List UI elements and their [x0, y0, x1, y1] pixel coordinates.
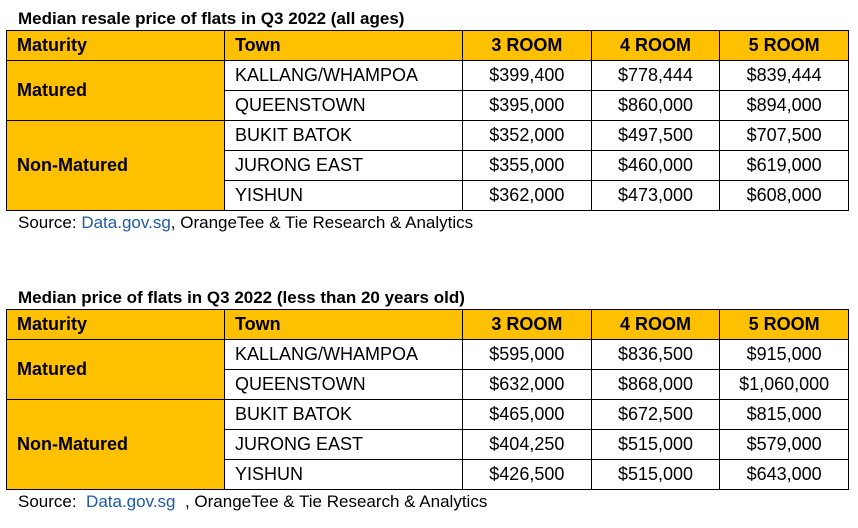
source-link[interactable]: Data.gov.sg [81, 213, 171, 232]
price-5-room: $839,444 [719, 60, 849, 91]
source-suffix: , OrangeTee & Tie Research & Analytics [175, 492, 488, 511]
source-note: Source: Data.gov.sg , OrangeTee & Tie Re… [6, 490, 849, 514]
group-label: Matured [6, 60, 225, 121]
header-town: Town [224, 30, 463, 61]
price-5-room: $815,000 [719, 399, 849, 430]
price-5-room: $619,000 [719, 150, 849, 181]
table-title: Median resale price of flats in Q3 2022 … [18, 9, 405, 28]
table-row: Non-Matured BUKIT BATOK $352,000 $497,50… [6, 120, 849, 211]
price-5-room: $608,000 [719, 180, 849, 211]
town-cell: JURONG EAST [224, 429, 463, 460]
price-3-room: $632,000 [462, 369, 592, 400]
town-cell: JURONG EAST [224, 150, 463, 181]
price-4-room: $672,500 [590, 399, 721, 430]
price-4-room: $497,500 [590, 120, 721, 151]
price-5-room: $579,000 [719, 429, 849, 460]
table-row: YISHUN $426,500 $515,000 $643,000 [7, 459, 849, 490]
table-title: Median price of flats in Q3 2022 (less t… [18, 288, 465, 307]
price-3-room: $426,500 [462, 459, 592, 490]
price-3-room: $465,000 [462, 399, 592, 430]
town-cell: QUEENSTOWN [224, 369, 463, 400]
source-link[interactable]: Data.gov.sg [86, 492, 176, 511]
table-row: Matured KALLANG/WHAMPOA $595,000 $836,50… [6, 339, 849, 400]
table-row: Non-Matured BUKIT BATOK $465,000 $672,50… [6, 399, 849, 490]
table-row: QUEENSTOWN $632,000 $868,000 $1,060,000 [7, 369, 849, 400]
header-maturity: Maturity [6, 30, 225, 61]
price-4-room: $515,000 [590, 429, 721, 460]
source-note: Source: Data.gov.sg, OrangeTee & Tie Res… [6, 211, 849, 235]
price-3-room: $355,000 [462, 150, 592, 181]
price-3-room: $404,250 [462, 429, 592, 460]
table-row: YISHUN $362,000 $473,000 $608,000 [7, 180, 849, 211]
price-4-room: $868,000 [590, 369, 721, 400]
table-block-all-ages: Median resale price of flats in Q3 2022 … [6, 8, 849, 235]
town-cell: BUKIT BATOK [224, 120, 463, 151]
source-prefix: Source: [18, 492, 87, 511]
price-table: Maturity Town 3 ROOM 4 ROOM 5 ROOM Matur… [6, 309, 849, 490]
price-5-room: $894,000 [719, 90, 849, 121]
town-cell: YISHUN [224, 459, 463, 490]
header-4-room: 4 ROOM [590, 309, 721, 340]
group-label: Matured [6, 339, 225, 400]
town-cell: KALLANG/WHAMPOA [224, 339, 463, 370]
price-5-room: $643,000 [719, 459, 849, 490]
table-row: QUEENSTOWN $395,000 $860,000 $894,000 [7, 90, 849, 121]
town-cell: QUEENSTOWN [224, 90, 463, 121]
price-4-room: $860,000 [590, 90, 721, 121]
group-label: Non-Matured [6, 399, 225, 490]
header-row: Maturity Town 3 ROOM 4 ROOM 5 ROOM [6, 30, 849, 61]
header-3-room: 3 ROOM [462, 30, 592, 61]
table-block-under-20-years: Median price of flats in Q3 2022 (less t… [6, 287, 849, 514]
price-4-room: $460,000 [590, 150, 721, 181]
price-4-room: $473,000 [590, 180, 721, 211]
price-4-room: $836,500 [590, 339, 721, 370]
table-row: JURONG EAST $404,250 $515,000 $579,000 [7, 429, 849, 460]
price-5-room: $915,000 [719, 339, 849, 370]
price-5-room: $1,060,000 [719, 369, 849, 400]
price-3-room: $399,400 [462, 60, 592, 91]
price-3-room: $362,000 [462, 180, 592, 211]
source-suffix: , OrangeTee & Tie Research & Analytics [170, 213, 474, 232]
price-4-room: $515,000 [590, 459, 721, 490]
header-5-room: 5 ROOM [719, 30, 849, 61]
price-5-room: $707,500 [719, 120, 849, 151]
header-3-room: 3 ROOM [462, 309, 592, 340]
header-town: Town [224, 309, 463, 340]
town-cell: BUKIT BATOK [224, 399, 463, 430]
price-3-room: $352,000 [462, 120, 592, 151]
table-row: Matured KALLANG/WHAMPOA $399,400 $778,44… [6, 60, 849, 121]
town-cell: YISHUN [224, 180, 463, 211]
price-3-room: $595,000 [462, 339, 592, 370]
group-label: Non-Matured [6, 120, 225, 211]
header-5-room: 5 ROOM [719, 309, 849, 340]
header-maturity: Maturity [6, 309, 225, 340]
header-4-room: 4 ROOM [590, 30, 721, 61]
source-prefix: Source: [18, 213, 82, 232]
price-4-room: $778,444 [590, 60, 721, 91]
price-3-room: $395,000 [462, 90, 592, 121]
town-cell: KALLANG/WHAMPOA [224, 60, 463, 91]
table-row: JURONG EAST $355,000 $460,000 $619,000 [7, 150, 849, 181]
header-row: Maturity Town 3 ROOM 4 ROOM 5 ROOM [6, 309, 849, 340]
price-table: Maturity Town 3 ROOM 4 ROOM 5 ROOM Matur… [6, 30, 849, 211]
